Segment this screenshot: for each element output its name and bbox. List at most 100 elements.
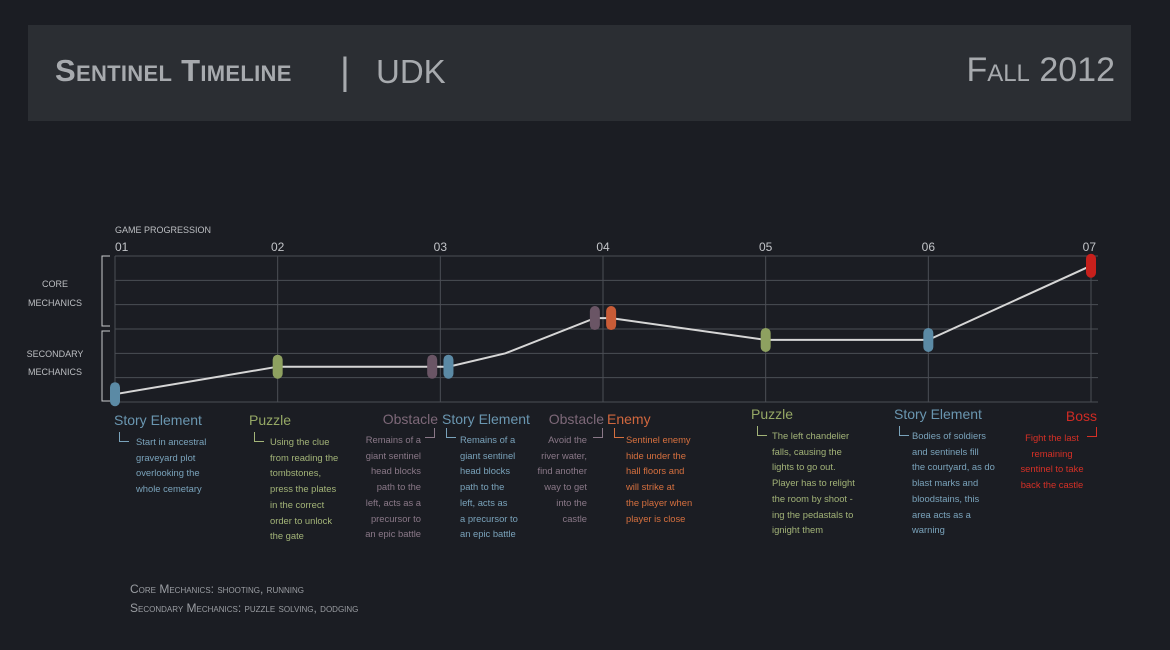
desc-line: ing the pedastals to <box>772 508 854 520</box>
desc-line: left, acts as a <box>365 496 421 508</box>
page-title: Sentinel Timeline <box>55 53 292 88</box>
title-divider: | <box>340 51 350 93</box>
core-brace <box>101 255 110 327</box>
header-bar: Sentinel Timeline | UDK Fall 2012 <box>28 25 1131 121</box>
desc-line: the room by shoot - <box>772 492 853 504</box>
desc-line: Using the clue <box>270 436 330 447</box>
marker-enemy <box>606 306 617 331</box>
desc-line: precursor to <box>370 512 421 524</box>
desc-line: hide under the <box>626 449 686 461</box>
desc-line: an epic battle <box>460 528 516 540</box>
event-desc-puzzle-2: The left chandelier falls, causing the lig… <box>772 428 855 538</box>
desc-line: falls, causing the <box>772 445 842 457</box>
desc-line: Fight the last <box>1025 432 1079 443</box>
event-desc-obstacle-2: Avoid the river water, find another way to … <box>537 432 587 526</box>
desc-line: the gate <box>270 530 304 542</box>
desc-line: warning <box>912 524 945 536</box>
desc-line: into the <box>556 496 587 508</box>
desc-line: overlooking the <box>136 467 200 479</box>
event-label-puzzle-2: Puzzle <box>751 406 794 422</box>
desc-line: blast marks and <box>912 477 979 489</box>
event-markers <box>110 253 1096 407</box>
desc-line: path to the <box>460 481 505 493</box>
desc-line: graveyard plot <box>136 451 196 463</box>
stage-number: 02 <box>271 240 285 254</box>
event-connector <box>593 428 603 438</box>
desc-line: castle <box>562 512 588 524</box>
desc-line: remaining <box>1031 447 1073 459</box>
desc-line: order to unlock <box>270 514 333 526</box>
stage-number: 06 <box>922 240 936 254</box>
event-label-obstacle-2: Obstacle <box>548 411 604 427</box>
desc-line: will strike at <box>626 481 675 493</box>
marker-puzzle <box>272 354 283 379</box>
desc-line: way to get <box>544 481 587 493</box>
desc-line: from reading the <box>270 451 339 463</box>
progression-line <box>114 264 1092 396</box>
event-desc-boss: Fight the last remaining sentinel to take b… <box>1014 430 1090 493</box>
stage-number: 01 <box>115 240 129 254</box>
event-desc-obstacle-1: Remains of a giant sentinel head blocks pat… <box>365 432 421 542</box>
desc-line: Start in ancestral <box>136 436 207 447</box>
desc-line: press the plates <box>270 483 337 495</box>
event-connector <box>757 426 767 436</box>
stage-number: 03 <box>434 240 448 254</box>
event-connector <box>119 432 129 442</box>
desc-line: sentinel to take <box>1020 463 1084 475</box>
desc-line: bloodstains, this <box>912 492 980 504</box>
footer-secondary-mechanics: Secondary Mechanics: puzzle solving, dod… <box>130 601 359 615</box>
stage-numbers: 01 02 03 04 05 06 07 <box>115 240 1096 254</box>
desc-line: Remains of a <box>460 434 516 445</box>
core-label-line1: CORE <box>42 279 68 289</box>
core-label-line2: MECHANICS <box>28 298 82 308</box>
stage-number: 07 <box>1083 240 1097 254</box>
footer-core-mechanics: Core Mechanics: shooting, running <box>130 582 305 596</box>
marker-boss <box>1086 253 1096 278</box>
event-desc-enemy: Sentinel enemy hide under the hall floors … <box>626 432 692 526</box>
secondary-brace <box>101 330 110 402</box>
desc-line: lights to go out. <box>772 461 836 473</box>
desc-line: Bodies of soldiers <box>912 430 986 441</box>
desc-line: the courtyard, as do <box>912 461 995 473</box>
event-label-enemy: Enemy <box>607 411 651 427</box>
desc-line: an epic battle <box>365 528 421 540</box>
desc-line: Avoid the <box>548 434 587 445</box>
marker-puzzle <box>760 327 771 352</box>
event-label-puzzle-1: Puzzle <box>249 412 292 428</box>
marker-obstacle <box>427 354 438 379</box>
event-desc-story-1: Start in ancestral graveyard plot overlook… <box>136 434 206 497</box>
desc-line: left, acts as <box>460 496 508 508</box>
desc-line: back the castle <box>1020 479 1084 491</box>
event-desc-story-2: Remains of a giant sentinel head blocks pat… <box>460 432 518 542</box>
desc-line: giant sentinel <box>460 449 516 461</box>
marker-story <box>923 327 934 352</box>
marker-story <box>110 382 120 407</box>
desc-line: find another <box>537 465 587 477</box>
desc-line: river water, <box>541 449 587 461</box>
event-label-story-3: Story Element <box>894 406 982 422</box>
desc-line: ignight them <box>772 524 824 536</box>
stage-number: 04 <box>596 240 610 254</box>
secondary-label-line1: SECONDARY <box>27 349 84 359</box>
desc-line: Sentinel enemy <box>626 434 691 445</box>
desc-line: Remains of a <box>365 434 421 445</box>
desc-line: a precursor to <box>460 512 518 524</box>
event-connector <box>1087 427 1097 437</box>
event-desc-story-3: Bodies of soldiers and sentinels fill the … <box>912 428 995 538</box>
engine-label: UDK <box>376 53 446 90</box>
marker-obstacle <box>589 306 600 331</box>
event-label-story-2: Story Element <box>442 411 530 427</box>
event-label-story-1: Story Element <box>114 412 202 428</box>
progression-label: GAME PROGRESSION <box>115 225 211 235</box>
marker-story <box>443 354 454 379</box>
desc-line: whole cemetary <box>136 483 202 495</box>
desc-line: and sentinels fill <box>912 445 979 457</box>
event-label-boss: Boss <box>1065 408 1097 424</box>
event-label-obstacle-1: Obstacle <box>382 411 438 427</box>
desc-line: head blocks <box>460 465 511 477</box>
desc-line: Player has to relight <box>772 477 855 489</box>
desc-line: hall floors and <box>626 465 685 477</box>
event-connector <box>254 432 264 442</box>
desc-line: area acts as a <box>912 508 971 520</box>
